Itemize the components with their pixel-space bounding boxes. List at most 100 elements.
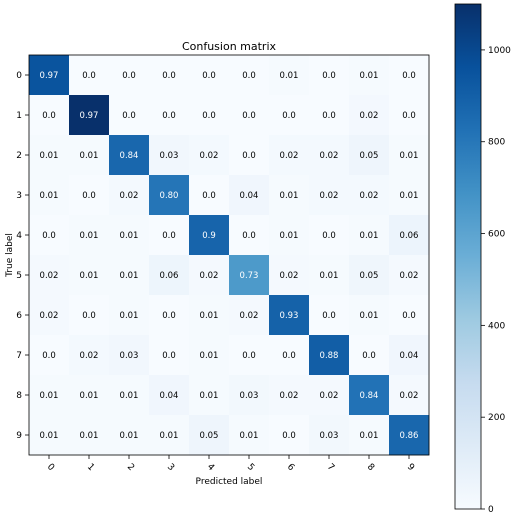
x-axis-label: Predicted label	[196, 477, 263, 487]
cell-labels: 0.97 0.0 0.0 0.0 0.0 0.0 0.01 0.0 0.01 0.0 0.0 0.97…	[40, 71, 419, 441]
cell-value-label: 0.0	[242, 111, 256, 121]
cell-value-label: 0.01	[280, 71, 299, 81]
cell-value-label: 0.0	[202, 191, 216, 201]
heatmap-cell	[389, 255, 430, 296]
heatmap-cell	[229, 135, 270, 176]
y-tick-label: 2	[16, 151, 22, 161]
cell-value-label: 0.01	[80, 391, 99, 401]
heatmap-cell	[29, 175, 70, 216]
heatmap-cell	[269, 175, 310, 216]
heatmap-cell	[69, 95, 110, 136]
cell-value-label: 0.84	[120, 151, 139, 161]
cell-value-label: 0.88	[320, 351, 339, 361]
heatmap-cell	[269, 415, 310, 456]
cell-value-label: 0.01	[40, 431, 59, 441]
heatmap-cell	[149, 135, 190, 176]
cell-value-label: 0.03	[320, 431, 339, 441]
cell-value-label: 0.01	[40, 391, 59, 401]
cell-value-label: 0.97	[80, 111, 99, 121]
heatmap-cell	[309, 135, 350, 176]
cell-value-label: 0.04	[160, 391, 179, 401]
heatmap-cell	[189, 95, 230, 136]
heatmap-cell	[349, 335, 390, 376]
x-tick-label: 6	[285, 462, 296, 473]
heatmap-cell	[69, 375, 110, 416]
cell-value-label: 0.0	[282, 111, 296, 121]
y-tick-label: 4	[16, 231, 22, 241]
cell-value-label: 0.01	[120, 431, 139, 441]
colorbar-tick-label: 400	[488, 321, 505, 331]
y-tick-label: 9	[16, 431, 22, 441]
heatmap-cell	[69, 55, 110, 96]
cell-value-label: 0.01	[280, 191, 299, 201]
heatmap-cell	[149, 55, 190, 96]
cell-value-label: 0.01	[80, 271, 99, 281]
y-axis-ticks: 0 1 2 3 4 5 6 7 8 9	[16, 71, 29, 441]
heatmap-cell	[389, 375, 430, 416]
x-tick-label: 5	[245, 462, 256, 473]
colorbar-tick-label: 800	[488, 138, 505, 148]
heatmap-cell	[349, 255, 390, 296]
heatmap-cell	[269, 335, 310, 376]
cell-value-label: 0.04	[400, 351, 419, 361]
x-tick-label: 1	[85, 462, 96, 473]
heatmap-cell	[349, 215, 390, 256]
heatmap-cell	[29, 95, 70, 136]
heatmap-cell	[109, 215, 150, 256]
colorbar-tick-label: 1000	[488, 46, 511, 56]
heatmap-cell	[269, 375, 310, 416]
cell-value-label: 0.86	[400, 431, 419, 441]
heatmap-cell	[349, 175, 390, 216]
colorbar-tick-label: 200	[488, 413, 505, 423]
heatmap-cell	[69, 135, 110, 176]
heatmap-cell	[229, 95, 270, 136]
cell-value-label: 0.01	[80, 431, 99, 441]
x-tick-label: 4	[205, 462, 216, 473]
cell-value-label: 0.02	[120, 191, 139, 201]
heatmap-cell	[69, 215, 110, 256]
heatmap-cell	[229, 415, 270, 456]
heatmap-cell	[149, 255, 190, 296]
cell-value-label: 0.0	[322, 231, 336, 241]
cell-value-label: 0.02	[400, 391, 419, 401]
heatmap-cell	[69, 255, 110, 296]
heatmap-cell	[349, 295, 390, 336]
heatmap-cell	[389, 215, 430, 256]
heatmap-cell	[149, 375, 190, 416]
cell-value-label: 0.0	[42, 231, 56, 241]
cell-value-label: 0.0	[202, 111, 216, 121]
cell-value-label: 0.0	[82, 191, 96, 201]
heatmap-cell	[309, 375, 350, 416]
heatmap-cell	[109, 335, 150, 376]
cell-value-label: 0.0	[242, 351, 256, 361]
heatmap-cell	[389, 295, 430, 336]
cell-value-label: 0.0	[242, 71, 256, 81]
cell-value-label: 0.0	[82, 311, 96, 321]
heatmap-cell	[269, 95, 310, 136]
cell-value-label: 0.73	[240, 271, 259, 281]
heatmap-cell	[69, 415, 110, 456]
cell-value-label: 0.0	[242, 231, 256, 241]
heatmap-cell	[109, 295, 150, 336]
cell-value-label: 0.0	[162, 351, 176, 361]
cell-value-label: 0.02	[200, 271, 219, 281]
y-tick-label: 1	[16, 111, 22, 121]
heatmap-cell	[389, 95, 430, 136]
cell-value-label: 0.02	[280, 391, 299, 401]
y-tick-label: 8	[16, 391, 22, 401]
heatmap-cell	[349, 135, 390, 176]
heatmap-cell	[349, 415, 390, 456]
cell-value-label: 0.0	[282, 351, 296, 361]
heatmap-cells	[29, 55, 430, 456]
heatmap-cell	[29, 215, 70, 256]
cell-value-label: 0.02	[320, 191, 339, 201]
cell-value-label: 0.01	[360, 231, 379, 241]
heatmap-cell	[389, 335, 430, 376]
heatmap-cell	[29, 415, 70, 456]
heatmap-cell	[309, 55, 350, 96]
cell-value-label: 0.06	[160, 271, 179, 281]
heatmap-cell	[349, 95, 390, 136]
cell-value-label: 0.01	[120, 271, 139, 281]
cell-value-label: 0.02	[40, 311, 59, 321]
